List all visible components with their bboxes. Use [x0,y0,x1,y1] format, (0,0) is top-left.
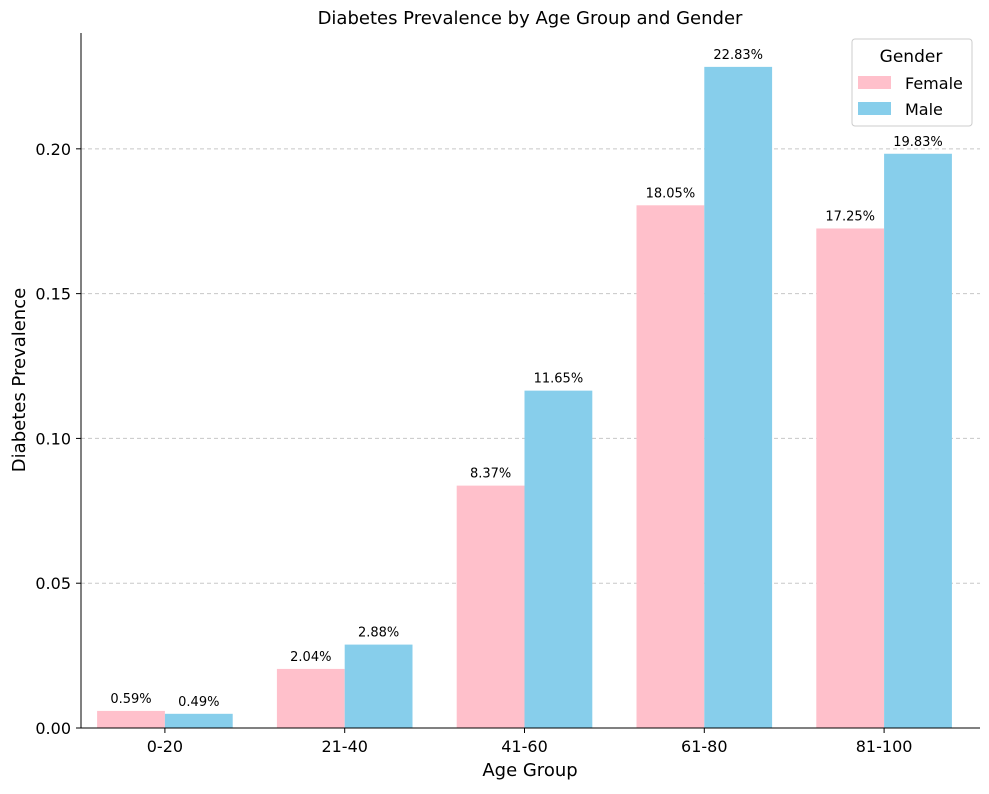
legend-swatch-male [858,102,891,115]
y-axis-title: Diabetes Prevalence [9,288,30,472]
x-axis-title: Age Group [482,760,577,781]
y-tick-label: 0.00 [35,719,71,738]
bar-male [344,644,413,728]
x-tick-label: 0-20 [147,737,183,756]
legend-label-male: Male [905,100,943,119]
y-tick-label: 0.15 [35,285,71,304]
bar-male [164,713,233,728]
data-label-female: 2.04% [290,650,331,665]
bar-female [456,485,525,728]
data-label-male: 0.49% [178,695,219,710]
data-label-male: 19.83% [893,135,943,150]
bar-male [704,66,773,729]
bar-male [524,390,593,728]
x-tick-label: 81-100 [856,737,913,756]
bar-female [97,710,165,728]
legend-swatch-female [858,76,891,89]
data-labels: 0.59% 2.04% 8.37% 18.05% 17.25% 0.49% 2.88% 11.… [110,48,942,710]
y-tick-label: 0.10 [35,429,71,448]
data-label-male: 2.88% [358,626,399,641]
chart-title: Diabetes Prevalence by Age Group and Gen… [318,8,743,29]
bar-male [884,153,952,729]
data-label-female: 8.37% [470,467,511,482]
data-label-female: 17.25% [825,209,875,224]
bars [97,66,952,729]
bar-female [636,205,705,729]
legend: Gender Female Male [851,38,973,127]
legend-label-female: Female [905,74,963,93]
legend-title: Gender [880,47,943,67]
x-axis-ticks: 0-20 21-40 41-60 61-80 81-100 [147,728,913,756]
y-tick-label: 0.05 [35,574,71,593]
bar-female [816,228,885,728]
data-label-male: 22.83% [713,48,763,63]
data-label-female: 0.59% [110,692,151,707]
bar-female [276,668,345,728]
x-tick-label: 61-80 [681,737,728,756]
legend-items: Female Male [858,74,963,119]
y-tick-label: 0.20 [35,140,71,159]
data-label-male: 11.65% [534,372,584,387]
x-tick-label: 21-40 [321,737,368,756]
data-label-female: 18.05% [646,186,696,201]
x-tick-label: 41-60 [501,737,548,756]
y-axis-ticks: 0.00 0.05 0.10 0.15 0.20 [35,140,81,738]
